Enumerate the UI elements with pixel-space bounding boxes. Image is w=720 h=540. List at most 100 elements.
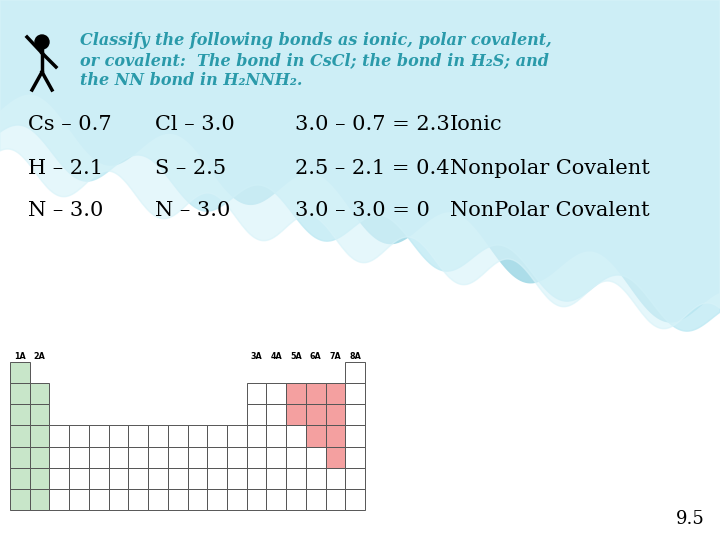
Circle shape: [35, 35, 49, 49]
Text: 6A: 6A: [310, 352, 322, 361]
Bar: [266, 489, 286, 510]
Text: or covalent:  The bond in CsCl; the bond in H₂S; and: or covalent: The bond in CsCl; the bond …: [80, 52, 549, 69]
Bar: [128, 426, 148, 447]
Bar: [306, 447, 325, 468]
Bar: [325, 404, 346, 426]
Bar: [247, 404, 266, 426]
Text: 1A: 1A: [14, 352, 26, 361]
Bar: [187, 447, 207, 468]
Bar: [168, 447, 187, 468]
Bar: [306, 468, 325, 489]
Text: 4A: 4A: [271, 352, 282, 361]
Text: the NN bond in H₂NNH₂.: the NN bond in H₂NNH₂.: [80, 72, 302, 89]
Bar: [69, 468, 89, 489]
Bar: [89, 447, 109, 468]
Bar: [247, 447, 266, 468]
Bar: [109, 489, 128, 510]
Text: 3A: 3A: [251, 352, 262, 361]
Bar: [30, 426, 50, 447]
Bar: [50, 447, 69, 468]
Bar: [306, 489, 325, 510]
Bar: [148, 426, 168, 447]
Text: 3.0 – 0.7 = 2.3: 3.0 – 0.7 = 2.3: [295, 116, 450, 134]
Bar: [325, 447, 346, 468]
Bar: [247, 383, 266, 404]
Bar: [10, 426, 30, 447]
Bar: [325, 489, 346, 510]
Bar: [30, 468, 50, 489]
Bar: [128, 447, 148, 468]
Bar: [168, 489, 187, 510]
Text: Classify the following bonds as ionic, polar covalent,: Classify the following bonds as ionic, p…: [80, 32, 552, 49]
Bar: [89, 489, 109, 510]
Bar: [168, 468, 187, 489]
Text: 9.5: 9.5: [676, 510, 705, 528]
Text: H – 2.1: H – 2.1: [28, 159, 103, 178]
Bar: [306, 426, 325, 447]
Bar: [286, 383, 306, 404]
Bar: [247, 426, 266, 447]
Bar: [286, 489, 306, 510]
Bar: [50, 468, 69, 489]
Text: 2A: 2A: [34, 352, 45, 361]
Text: Nonpolar Covalent: Nonpolar Covalent: [450, 159, 650, 178]
Bar: [286, 426, 306, 447]
Bar: [69, 489, 89, 510]
Bar: [30, 404, 50, 426]
Bar: [247, 489, 266, 510]
Bar: [30, 447, 50, 468]
Bar: [325, 383, 346, 404]
Bar: [148, 489, 168, 510]
Text: 8A: 8A: [349, 352, 361, 361]
Bar: [207, 489, 227, 510]
Bar: [227, 468, 247, 489]
Bar: [187, 489, 207, 510]
Bar: [10, 468, 30, 489]
Bar: [69, 426, 89, 447]
Bar: [286, 468, 306, 489]
Text: Cl – 3.0: Cl – 3.0: [155, 116, 235, 134]
Bar: [10, 489, 30, 510]
Bar: [207, 426, 227, 447]
Bar: [346, 426, 365, 447]
Bar: [89, 468, 109, 489]
Bar: [266, 426, 286, 447]
Bar: [325, 468, 346, 489]
Bar: [227, 489, 247, 510]
Bar: [187, 468, 207, 489]
Bar: [109, 447, 128, 468]
Bar: [50, 426, 69, 447]
Bar: [30, 383, 50, 404]
Bar: [89, 426, 109, 447]
Bar: [325, 426, 346, 447]
Text: Ionic: Ionic: [450, 116, 503, 134]
Text: 5A: 5A: [290, 352, 302, 361]
Bar: [109, 426, 128, 447]
Bar: [109, 468, 128, 489]
Bar: [168, 426, 187, 447]
Bar: [69, 447, 89, 468]
Bar: [30, 489, 50, 510]
Text: 2.5 – 2.1 = 0.4: 2.5 – 2.1 = 0.4: [295, 159, 449, 178]
Bar: [346, 362, 365, 383]
Bar: [346, 489, 365, 510]
Bar: [148, 468, 168, 489]
Bar: [10, 362, 30, 383]
Bar: [10, 447, 30, 468]
Bar: [148, 447, 168, 468]
Bar: [346, 383, 365, 404]
Bar: [187, 426, 207, 447]
Text: N – 3.0: N – 3.0: [155, 200, 230, 219]
Text: NonPolar Covalent: NonPolar Covalent: [450, 200, 649, 219]
Text: Cs – 0.7: Cs – 0.7: [28, 116, 112, 134]
Bar: [266, 404, 286, 426]
Bar: [266, 447, 286, 468]
Text: 7A: 7A: [330, 352, 341, 361]
Bar: [128, 468, 148, 489]
Bar: [10, 404, 30, 426]
Bar: [286, 404, 306, 426]
Bar: [346, 447, 365, 468]
Bar: [207, 468, 227, 489]
Bar: [346, 404, 365, 426]
Bar: [207, 447, 227, 468]
